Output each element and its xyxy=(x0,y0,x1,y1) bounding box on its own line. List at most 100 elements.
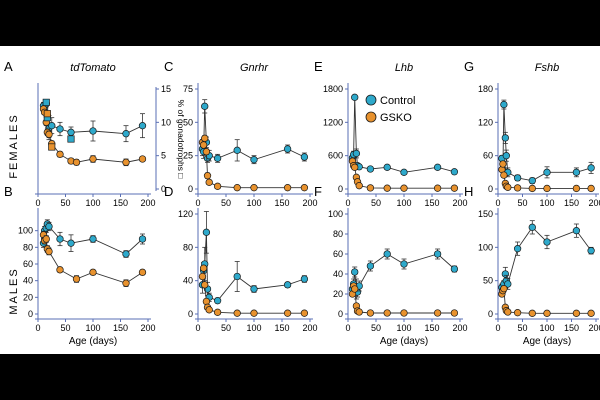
data-point xyxy=(42,235,50,243)
data-point xyxy=(383,309,391,317)
panel-h: H050100150050100150200Age (days) xyxy=(464,184,600,347)
x-tick-label: 50 xyxy=(517,323,527,333)
data-point xyxy=(513,245,522,253)
series-line xyxy=(352,285,455,314)
x-tick-label: 0 xyxy=(495,323,500,333)
x-tick-label: 150 xyxy=(113,198,128,208)
x-tick-label: 0 xyxy=(345,198,350,208)
data-point xyxy=(355,182,363,190)
y-tick-label: 0 xyxy=(488,184,493,194)
x-tick-label: 100 xyxy=(246,198,261,208)
data-point xyxy=(504,308,512,316)
x-tick-label: 50 xyxy=(60,323,70,333)
data-point xyxy=(138,155,147,163)
data-point xyxy=(543,238,551,246)
data-point xyxy=(283,145,292,153)
x-tick-label: 50 xyxy=(517,198,527,208)
data-point xyxy=(202,297,211,306)
data-point xyxy=(543,309,551,317)
data-point xyxy=(138,268,147,276)
data-point xyxy=(500,171,508,179)
data-point xyxy=(528,223,536,231)
data-point xyxy=(513,309,522,317)
y-tick-label: 40 xyxy=(23,276,33,286)
data-point xyxy=(122,130,130,138)
data-point xyxy=(366,184,375,192)
y-tick-label: 0 xyxy=(338,309,343,319)
data-point xyxy=(72,158,81,166)
data-point xyxy=(528,309,536,317)
data-point xyxy=(283,184,292,192)
panel-title: Fshb xyxy=(535,62,559,74)
x-tick-label: 150 xyxy=(424,323,439,333)
x-tick-label: 200 xyxy=(452,323,467,333)
data-point xyxy=(572,168,581,176)
panel-letter: A xyxy=(4,59,13,74)
panel-letter: H xyxy=(464,184,473,199)
data-point xyxy=(300,184,309,192)
data-point xyxy=(89,235,97,243)
y-tick-label: 60 xyxy=(333,249,343,259)
y-tick-label: 80 xyxy=(333,229,343,239)
y-tick-label: 40 xyxy=(333,269,343,279)
series-control xyxy=(498,220,595,295)
x-tick-label: 150 xyxy=(564,198,579,208)
panel-e: E Lhb 0 600 1200 1800 0 50 100 150 200 xyxy=(314,59,468,208)
x-tick-label: 100 xyxy=(539,323,554,333)
series-line xyxy=(501,226,592,291)
series-control xyxy=(498,99,595,185)
data-point xyxy=(67,128,75,136)
panel-letter: C xyxy=(164,59,173,74)
data-point xyxy=(56,266,64,274)
x-axis-label: Age (days) xyxy=(523,336,571,347)
x-tick-label: 200 xyxy=(452,198,467,208)
data-point xyxy=(213,297,222,305)
data-point xyxy=(122,158,130,166)
data-point xyxy=(528,184,536,193)
x-tick-label: 200 xyxy=(588,323,600,333)
legend: Control GSKO xyxy=(365,94,415,124)
y-tick-label: 80 xyxy=(183,242,193,252)
data-point xyxy=(351,268,359,276)
y-tick-label: 75 xyxy=(183,84,193,94)
y-tick-label: 180 xyxy=(478,84,493,94)
data-point xyxy=(205,178,213,186)
data-point xyxy=(587,164,595,172)
y-tick-label: 20 xyxy=(23,292,33,302)
data-point xyxy=(513,174,522,182)
data-point xyxy=(203,172,212,180)
panel-b: B 0 20 40 60 80 100 0 50 100 150 200 Age (days) xyxy=(4,184,156,347)
data-point xyxy=(351,285,359,293)
x-tick-label: 50 xyxy=(221,198,231,208)
data-point xyxy=(56,125,64,133)
y-tick-label: 100 xyxy=(328,209,343,219)
x-tick-label: 0 xyxy=(35,198,40,208)
data-point xyxy=(383,163,391,171)
series-gsko xyxy=(348,282,459,317)
x-tick-label: 0 xyxy=(195,198,200,208)
panel-letter: D xyxy=(164,184,173,199)
series-gsko xyxy=(198,264,309,317)
legend-gsko-marker xyxy=(365,111,377,123)
data-point xyxy=(45,247,53,256)
y2-tick-label: 15 xyxy=(161,84,171,94)
y-tick-label: 25 xyxy=(183,151,193,161)
data-point xyxy=(233,146,241,154)
data-point xyxy=(383,184,391,192)
data-point xyxy=(366,309,375,317)
data-point xyxy=(355,308,363,316)
data-point xyxy=(72,275,81,283)
data-point xyxy=(250,309,258,317)
y-tick-label: 50 xyxy=(483,276,493,286)
data-point xyxy=(300,309,309,317)
y-tick-label: 60 xyxy=(23,259,33,269)
data-point xyxy=(450,309,459,317)
data-point xyxy=(500,100,508,109)
data-point xyxy=(352,149,361,158)
row-label-males: MALES xyxy=(8,267,20,314)
y-tick-label: 50 xyxy=(183,117,193,127)
data-point xyxy=(351,163,359,171)
data-point xyxy=(283,309,292,317)
series-gsko xyxy=(348,157,459,192)
